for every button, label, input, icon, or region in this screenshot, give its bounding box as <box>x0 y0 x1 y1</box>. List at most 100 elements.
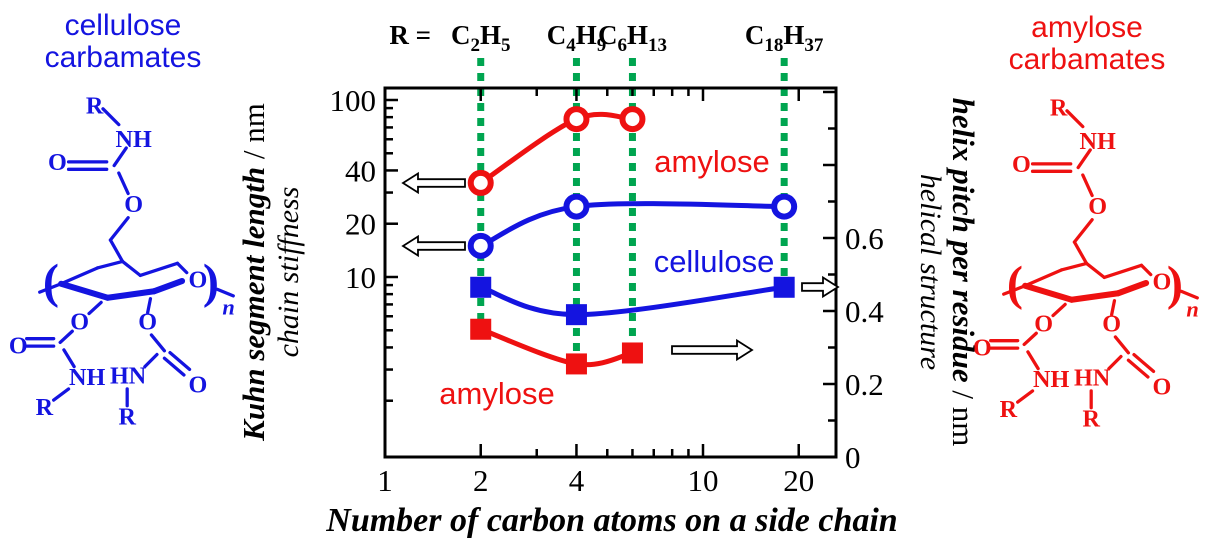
bond <box>1022 331 1038 347</box>
r-group-label: R <box>1050 94 1068 121</box>
repeat-bracket-close: ) <box>1167 258 1183 311</box>
r-group-label: R <box>1082 405 1100 432</box>
bond <box>1102 263 1144 280</box>
series-curve-amylose-helix-pitch <box>478 326 635 368</box>
side-chain-formula-label: C18H37 <box>745 20 824 56</box>
bond <box>1132 353 1156 374</box>
bond <box>59 266 100 286</box>
marker-amylose-kuhn-segment-length <box>467 169 494 196</box>
y-right-tick-label: 0 <box>845 440 861 475</box>
bond <box>104 288 158 301</box>
ester-o-label: O <box>70 308 89 335</box>
marker-amylose-kuhn-segment-length <box>563 106 590 133</box>
ring-o-label: O <box>1153 269 1172 296</box>
repeat-bracket-open: ( <box>43 256 59 309</box>
ester-o-label: O <box>1088 193 1107 220</box>
bond <box>138 261 180 278</box>
bond <box>1059 261 1089 272</box>
marker-amylose-helix-pitch <box>565 353 587 375</box>
y-left-tick-label: 10 <box>345 260 376 295</box>
carbonyl-o-label: O <box>973 335 992 362</box>
bond <box>62 348 76 369</box>
ring-o-label: O <box>189 267 208 294</box>
r-group-label: R <box>86 92 104 119</box>
bond <box>1107 354 1123 371</box>
bond <box>1065 109 1085 129</box>
marker-amylose-kuhn-segment-length <box>619 106 646 133</box>
bond <box>58 329 74 345</box>
marker-cellulose-helix-pitch <box>773 276 795 298</box>
marker-cellulose-helix-pitch <box>565 304 587 326</box>
x-tick-label: 20 <box>783 463 814 498</box>
repeat-bracket-open: ( <box>1007 258 1023 311</box>
bond <box>168 351 192 372</box>
y-right-tick-label: 0.2 <box>845 367 884 402</box>
series-label: cellulose <box>654 244 775 279</box>
bond <box>1139 263 1153 277</box>
side-chain-formula-label: C2H5 <box>451 20 511 56</box>
bond <box>1113 335 1131 355</box>
bond <box>87 300 103 316</box>
bond <box>1179 289 1199 300</box>
right-axis-subtitle: helical structure <box>914 174 947 370</box>
marker-cellulose-kuhn-segment-length <box>771 193 798 220</box>
r-group-label: R <box>118 403 136 430</box>
series-label: amylose <box>654 144 769 179</box>
bond <box>149 333 167 353</box>
bond <box>1076 148 1092 170</box>
bond <box>1072 218 1094 244</box>
bond <box>38 282 63 294</box>
bond <box>1016 389 1035 404</box>
nh-label: NH <box>1080 128 1116 155</box>
bond <box>151 277 186 295</box>
ester-o-label: O <box>1102 310 1121 337</box>
cellulose-panel-title: cellulose carbamates <box>6 10 240 74</box>
side-chain-formula-label: C4H9 <box>547 20 607 56</box>
left-axis-subtitle: chain stiffness <box>272 187 305 358</box>
bond <box>108 216 130 242</box>
bond <box>1068 290 1122 303</box>
bond <box>1022 282 1075 303</box>
cellulose-title-line1: cellulose <box>64 9 182 42</box>
y-right-tick-label: 0.4 <box>845 294 884 329</box>
y-left-tick-label: 100 <box>330 83 377 118</box>
r-group-label: R <box>36 394 54 421</box>
series-curve-cellulose-helix-pitch <box>478 284 787 318</box>
carbonyl-o-label: O <box>9 333 28 360</box>
plot-frame <box>383 86 838 459</box>
repeat-n-label: n <box>222 294 234 319</box>
bond <box>112 146 128 168</box>
side-chain-formula-label: C6H13 <box>598 20 667 56</box>
y-right-tick-label: 0.6 <box>845 221 884 256</box>
ester-o-label: O <box>124 191 143 218</box>
bond <box>1002 284 1027 296</box>
amylose-panel-title: amylose carbamates <box>970 12 1204 76</box>
bond <box>1051 302 1067 318</box>
left-axis-arrow <box>401 234 466 258</box>
amylose-title-line2: carbamates <box>1008 43 1166 76</box>
r-group-label: R <box>1000 396 1018 423</box>
bond <box>120 259 142 278</box>
bond <box>146 297 153 315</box>
carbonyl-o-label: O <box>189 372 208 399</box>
bond <box>215 287 235 298</box>
bond <box>52 387 71 402</box>
marker-cellulose-kuhn-segment-length <box>467 232 494 259</box>
right-axis-title: helix pitch per residue / nm <box>946 98 981 447</box>
repeat-n-label: n <box>1186 296 1198 321</box>
x-tick-label: 1 <box>377 463 393 498</box>
left-axis-arrow <box>401 171 466 195</box>
bond <box>108 238 125 264</box>
bond <box>1110 299 1117 317</box>
bond <box>101 107 121 127</box>
marker-amylose-helix-pitch <box>621 342 643 364</box>
y-left-tick-label: 40 <box>345 153 376 188</box>
amylose-title-line1: amylose <box>1031 11 1143 44</box>
bond <box>1026 350 1040 371</box>
x-tick-label: 2 <box>473 463 489 498</box>
bond <box>1072 240 1089 266</box>
marker-amylose-helix-pitch <box>470 318 492 340</box>
